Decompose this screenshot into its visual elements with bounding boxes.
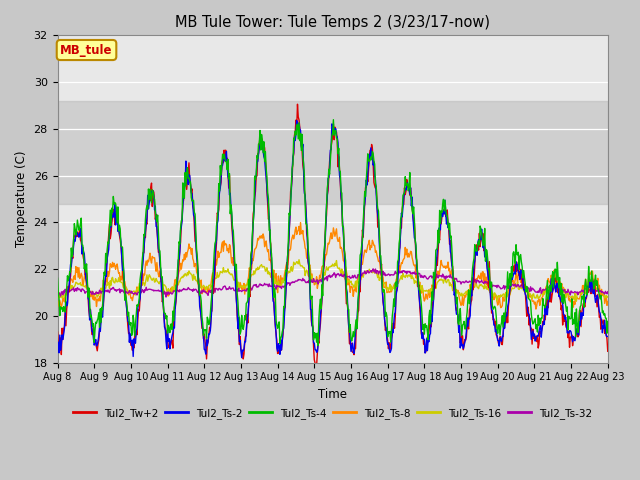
Title: MB Tule Tower: Tule Temps 2 (3/23/17-now): MB Tule Tower: Tule Temps 2 (3/23/17-now…: [175, 15, 490, 30]
Text: MB_tule: MB_tule: [60, 44, 113, 57]
Y-axis label: Temperature (C): Temperature (C): [15, 151, 28, 247]
X-axis label: Time: Time: [318, 388, 347, 401]
Bar: [58, 101, 608, 204]
Legend: Tul2_Tw+2, Tul2_Ts-2, Tul2_Ts-4, Tul2_Ts-8, Tul2_Ts-16, Tul2_Ts-32: Tul2_Tw+2, Tul2_Ts-2, Tul2_Ts-4, Tul2_Ts…: [69, 404, 596, 423]
